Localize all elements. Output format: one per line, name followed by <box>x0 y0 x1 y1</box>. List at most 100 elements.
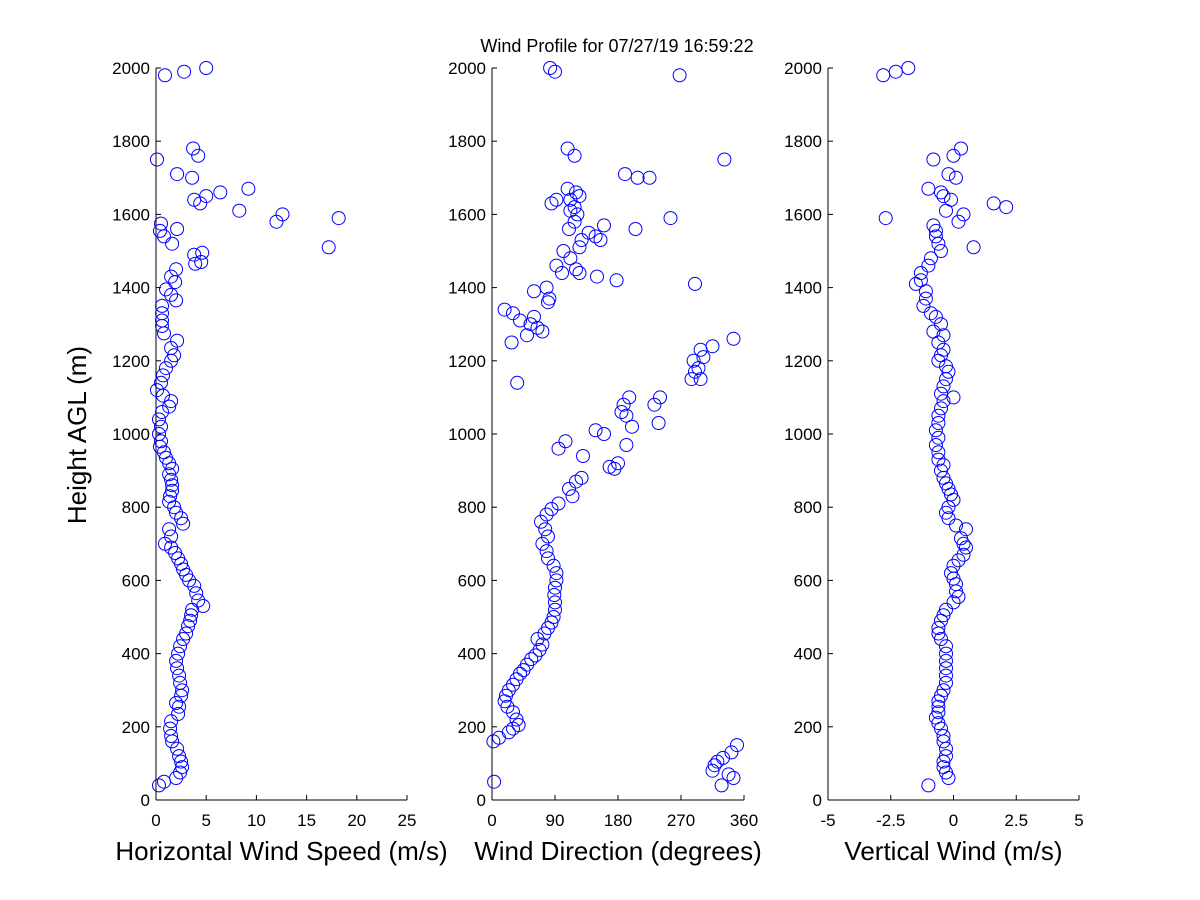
y-tick-label: 200 <box>794 718 822 737</box>
data-point <box>506 306 520 321</box>
data-point <box>916 298 931 313</box>
data-point <box>999 200 1014 215</box>
data-point <box>936 683 951 698</box>
data-point <box>688 364 702 379</box>
y-tick-label: 400 <box>122 645 150 664</box>
data-point <box>172 749 187 764</box>
data-point <box>152 427 166 441</box>
data-point <box>169 293 184 308</box>
data-point <box>487 774 502 789</box>
data-point <box>936 342 951 357</box>
data-point <box>721 767 736 782</box>
data-point <box>588 423 603 438</box>
y-tick-label: 1200 <box>448 352 486 371</box>
data-point <box>946 595 961 610</box>
data-point <box>726 331 741 346</box>
x-tick-label: 25 <box>398 811 417 830</box>
data-point <box>597 218 611 233</box>
data-point <box>954 141 968 156</box>
data-point <box>520 657 534 672</box>
y-tick-label: 800 <box>794 498 822 517</box>
data-point <box>513 313 527 328</box>
data-point <box>527 309 541 324</box>
data-point <box>213 185 228 200</box>
data-point <box>931 452 946 467</box>
data-point <box>548 64 562 79</box>
data-point <box>530 632 545 646</box>
data-point <box>928 438 943 452</box>
data-point <box>538 522 553 537</box>
data-point <box>563 251 578 266</box>
data-point <box>876 68 891 83</box>
data-point <box>199 189 214 204</box>
data-point <box>199 61 214 75</box>
data-point <box>939 749 953 764</box>
data-point <box>567 148 582 163</box>
data-point <box>574 233 589 247</box>
data-point <box>923 251 938 266</box>
data-point <box>241 181 256 196</box>
data-point <box>625 419 639 434</box>
y-tick-label: 1600 <box>112 205 150 224</box>
data-point <box>928 309 943 324</box>
data-point <box>167 348 182 363</box>
data-point <box>154 434 168 449</box>
data-point <box>647 397 662 412</box>
y-tick-label: 1200 <box>784 352 822 371</box>
data-point <box>321 240 336 255</box>
data-point <box>717 152 732 167</box>
data-point <box>156 368 170 383</box>
data-point <box>705 339 720 354</box>
x-tick-label: 10 <box>247 811 266 830</box>
data-point <box>939 639 953 654</box>
data-point <box>551 441 566 456</box>
data-point <box>931 621 946 635</box>
y-tick-label: 1200 <box>112 352 150 371</box>
x-axis-label: Horizontal Wind Speed (m/s) <box>115 836 447 866</box>
data-point <box>162 494 177 509</box>
data-point <box>175 683 190 698</box>
x-tick-label: 360 <box>730 811 758 830</box>
data-point <box>949 170 963 185</box>
data-point <box>497 302 512 317</box>
data-point <box>159 282 173 297</box>
data-point <box>926 218 941 233</box>
x-tick-label: -2.5 <box>876 811 905 830</box>
data-point <box>165 478 180 493</box>
data-point <box>169 653 184 668</box>
data-point <box>501 725 516 740</box>
data-point <box>936 379 951 394</box>
data-point <box>158 68 172 83</box>
data-point <box>939 602 953 617</box>
data-point <box>157 326 171 341</box>
data-point <box>931 408 946 423</box>
data-point <box>555 266 569 280</box>
data-point <box>544 502 559 516</box>
data-point <box>936 734 951 749</box>
data-point <box>572 266 587 280</box>
data-point <box>716 750 730 765</box>
x-axis-label: Vertical Wind (m/s) <box>844 836 1062 866</box>
data-point <box>630 170 645 185</box>
data-point <box>581 225 596 240</box>
x-tick-label: 90 <box>546 811 565 830</box>
data-point <box>936 760 951 775</box>
y-tick-label: 0 <box>141 791 150 810</box>
data-point <box>164 714 179 729</box>
data-point <box>183 613 198 628</box>
data-point <box>926 324 941 339</box>
data-point <box>569 185 583 200</box>
data-point <box>590 269 604 284</box>
data-point <box>560 141 575 156</box>
data-point <box>510 375 525 390</box>
data-point <box>181 619 196 634</box>
data-point <box>548 602 562 617</box>
data-point <box>622 390 637 405</box>
data-point <box>171 646 186 661</box>
data-point <box>562 222 576 236</box>
panel-horizontal-wind-speed: 0 200 400 600 800 1000 1200 1400 1600 1800 2000 0 5 1… <box>112 59 448 866</box>
data-point <box>951 214 966 229</box>
data-point <box>162 399 177 414</box>
data-point <box>549 573 564 588</box>
panel-wind-direction: 0 200 400 600 800 1000 1200 1400 1600 1800 2000 0 90… <box>448 59 762 866</box>
